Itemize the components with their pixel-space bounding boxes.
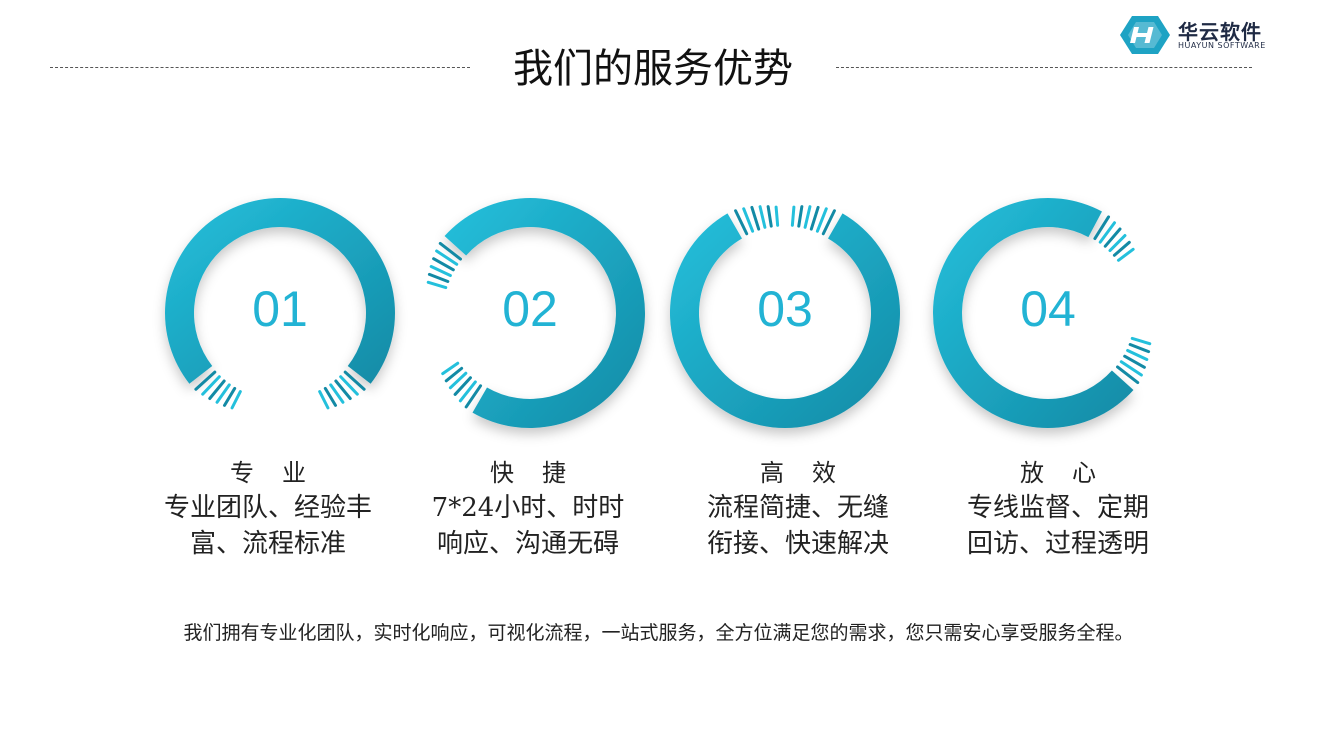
ring-number: 03 bbox=[757, 281, 813, 337]
ring-tick bbox=[323, 386, 337, 407]
card-desc-line: 富、流程标准 bbox=[189, 529, 346, 559]
ring-04: 04 bbox=[933, 185, 1183, 435]
title-divider-left bbox=[50, 67, 470, 68]
logo-name-en: HUAYUN SOFTWARE bbox=[1178, 41, 1266, 50]
ring-arc bbox=[933, 197, 1134, 428]
ring-tick bbox=[427, 272, 450, 283]
ring-tick bbox=[1098, 221, 1117, 244]
ring-tick bbox=[803, 205, 812, 229]
ring-tick bbox=[742, 207, 755, 233]
ring-tick bbox=[453, 376, 472, 396]
card-desc-line: 响应、沟通无碍 bbox=[436, 529, 619, 559]
card-title: 快捷 bbox=[490, 459, 594, 487]
ring-02: 02 bbox=[415, 185, 665, 435]
card-title: 专业 bbox=[230, 459, 334, 487]
card-desc-line: 专线监督、定期 bbox=[966, 493, 1149, 523]
summary-text: 我们拥有专业化团队，实时化响应，可视化流程，一站式服务，全方位满足您的需求，您只… bbox=[183, 622, 1134, 644]
ring-tick bbox=[750, 205, 761, 231]
logo-mark-icon bbox=[1120, 16, 1170, 54]
ring-tick bbox=[1130, 336, 1152, 346]
ring-tick bbox=[215, 383, 231, 404]
advantage-card-04: 放心 专线监督、定期 回访、过程透明 bbox=[928, 456, 1188, 562]
card-desc-line: 衔接、快速解决 bbox=[706, 529, 889, 559]
company-logo: 华云软件 HUAYUN SOFTWARE bbox=[1120, 14, 1280, 56]
ring-tick bbox=[444, 366, 464, 383]
ring-tick bbox=[1116, 247, 1135, 262]
ring-tick bbox=[1126, 348, 1149, 361]
ring-tick bbox=[1108, 234, 1127, 253]
ring-tick bbox=[223, 386, 237, 407]
ring-graphic: 03 bbox=[670, 205, 900, 428]
ring-tick bbox=[441, 361, 460, 376]
ring-tick bbox=[464, 384, 483, 409]
ring-tick bbox=[815, 207, 828, 233]
ring-tick bbox=[1103, 227, 1122, 248]
advantage-card-02: 快捷 7*24小时、时时 响应、沟通无碍 bbox=[398, 456, 658, 562]
ring-tick bbox=[809, 205, 820, 231]
card-desc-line: 回访、过程透明 bbox=[966, 529, 1149, 559]
ring-tick bbox=[774, 205, 780, 227]
advantage-card-01: 专业 专业团队、经验丰 富、流程标准 bbox=[138, 456, 398, 562]
page-title: 我们的服务优势 bbox=[513, 46, 793, 92]
ring-tick bbox=[329, 383, 345, 404]
card-desc-line: 流程简捷、无缝 bbox=[706, 493, 889, 523]
ring-tick bbox=[429, 265, 452, 278]
ring-tick bbox=[766, 205, 773, 228]
ring-tick bbox=[426, 280, 448, 290]
ring-tick bbox=[758, 205, 767, 229]
ring-tick bbox=[790, 205, 796, 227]
logo-name-cn: 华云软件 bbox=[1178, 20, 1262, 44]
ring-tick bbox=[194, 370, 217, 391]
ring-tick bbox=[201, 375, 221, 396]
ring-graphic: 01 bbox=[164, 197, 395, 410]
ring-tick bbox=[438, 241, 462, 261]
ring-tick bbox=[734, 209, 749, 236]
ring-tick bbox=[797, 205, 804, 228]
ring-tick bbox=[334, 379, 352, 401]
card-desc-line: 专业团队、经验丰 bbox=[163, 493, 372, 523]
advantage-card-03: 高效 流程简捷、无缝 衔接、快速解决 bbox=[668, 456, 928, 562]
ring-tick bbox=[432, 257, 455, 272]
ring-tick bbox=[448, 371, 468, 390]
title-divider-right bbox=[836, 67, 1252, 68]
ring-tick bbox=[458, 380, 477, 403]
ring-tick bbox=[1123, 354, 1146, 369]
ring-tick bbox=[1112, 240, 1131, 257]
ring-graphic: 02 bbox=[426, 198, 645, 428]
ring-tick bbox=[1128, 343, 1151, 354]
ring-tick bbox=[339, 375, 359, 396]
ring-tick bbox=[821, 209, 836, 236]
ring-number: 04 bbox=[1020, 281, 1076, 337]
ring-arc bbox=[444, 198, 645, 428]
ring-graphic: 04 bbox=[933, 197, 1152, 428]
ring-tick bbox=[318, 390, 330, 410]
ring-tick bbox=[1116, 365, 1140, 385]
ring-03: 03 bbox=[670, 185, 920, 435]
ring-tick bbox=[230, 390, 242, 410]
ring-tick bbox=[343, 370, 366, 391]
ring-arc bbox=[164, 197, 395, 384]
card-title: 放心 bbox=[1020, 459, 1124, 487]
ring-number: 02 bbox=[502, 281, 558, 337]
card-title: 高效 bbox=[760, 459, 864, 487]
ring-01: 01 bbox=[164, 185, 415, 435]
ring-tick bbox=[435, 249, 459, 266]
card-desc-line: 7*24小时、时时 bbox=[431, 493, 625, 523]
ring-tick bbox=[1119, 360, 1143, 377]
ring-tick bbox=[1093, 215, 1111, 241]
ring-tick bbox=[208, 379, 226, 401]
ring-number: 01 bbox=[252, 281, 308, 337]
